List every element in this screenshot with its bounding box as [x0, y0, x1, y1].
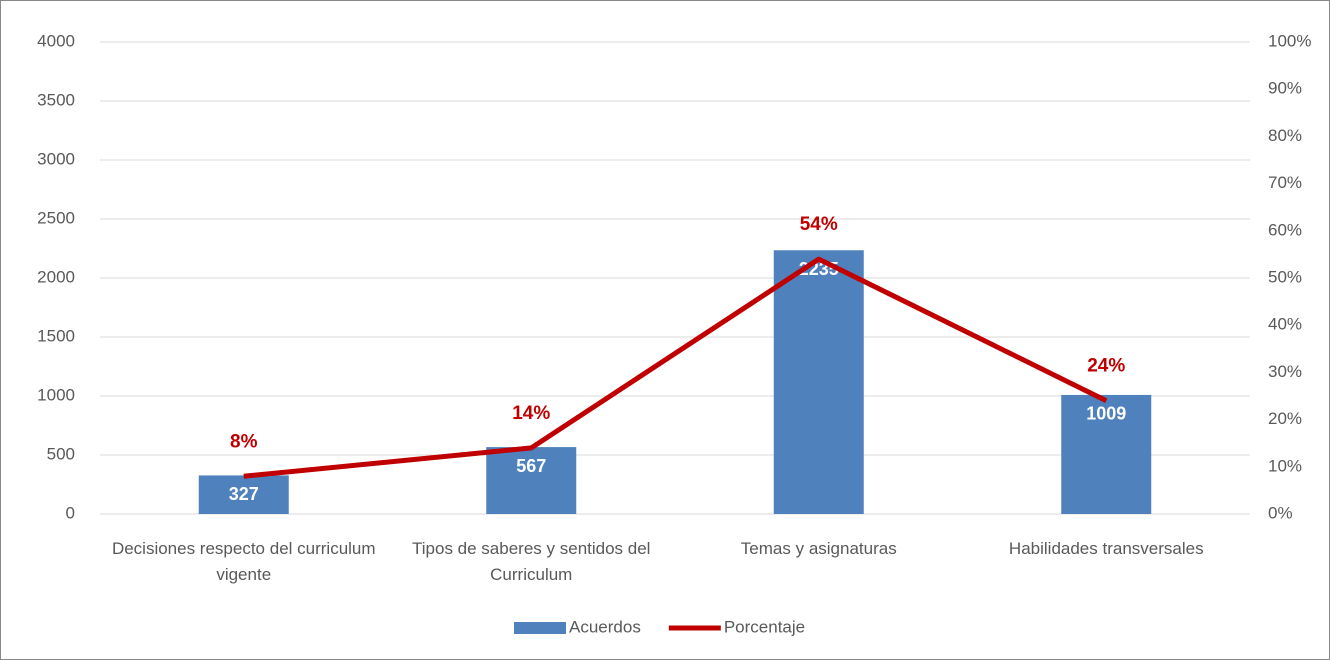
y2-tick-label: 30% — [1268, 362, 1302, 381]
y-tick-label: 0 — [66, 503, 75, 522]
y2-tick-label: 90% — [1268, 79, 1302, 98]
y-tick-label: 1000 — [37, 385, 75, 404]
x-tick-label: Temas y asignaturas — [740, 539, 897, 558]
y2-tick-label: 10% — [1268, 456, 1302, 475]
y-tick-label: 500 — [47, 444, 75, 463]
y2-tick-label: 60% — [1268, 220, 1302, 239]
y-tick-label: 2500 — [37, 208, 75, 227]
y2-tick-label: 40% — [1268, 315, 1302, 334]
y-tick-label: 3000 — [37, 149, 75, 168]
line — [243, 256, 1108, 479]
y-tick-label: 3500 — [37, 90, 75, 109]
line-value-label: 14% — [512, 403, 550, 424]
bar-value-label: 327 — [229, 484, 259, 504]
bar-value-label: 567 — [516, 456, 546, 476]
bar — [1061, 394, 1152, 514]
line-value-label: 24% — [1087, 356, 1125, 377]
y2-tick-label: 50% — [1268, 267, 1302, 286]
y-tick-label: 2000 — [37, 267, 75, 286]
legend-label: Acuerdos — [569, 617, 641, 636]
x-tick-label: Decisiones respecto del curriculum vigen… — [111, 539, 376, 584]
y2-tick-label: 0% — [1268, 503, 1293, 522]
x-tick-label: Habilidades transversales — [1008, 539, 1204, 558]
line-value-label: 8% — [230, 431, 258, 452]
line-value-label: 54% — [800, 214, 838, 235]
y-tick-label: 1500 — [37, 326, 75, 345]
y2-tick-label: 80% — [1268, 126, 1302, 145]
bar — [486, 447, 577, 514]
x-tick-label: Tipos de saberes y sentidos del Curricul… — [412, 539, 651, 584]
y2-tick-label: 20% — [1268, 409, 1302, 428]
legend-label: Porcentaje — [724, 617, 805, 636]
y-tick-label: 4000 — [37, 31, 75, 50]
y2-tick-label: 70% — [1268, 173, 1302, 192]
bar — [773, 250, 864, 514]
bar-value-label: 1009 — [1086, 404, 1126, 424]
bar — [198, 475, 289, 514]
legend-swatch — [514, 622, 566, 634]
y2-tick-label: 100% — [1268, 31, 1311, 50]
